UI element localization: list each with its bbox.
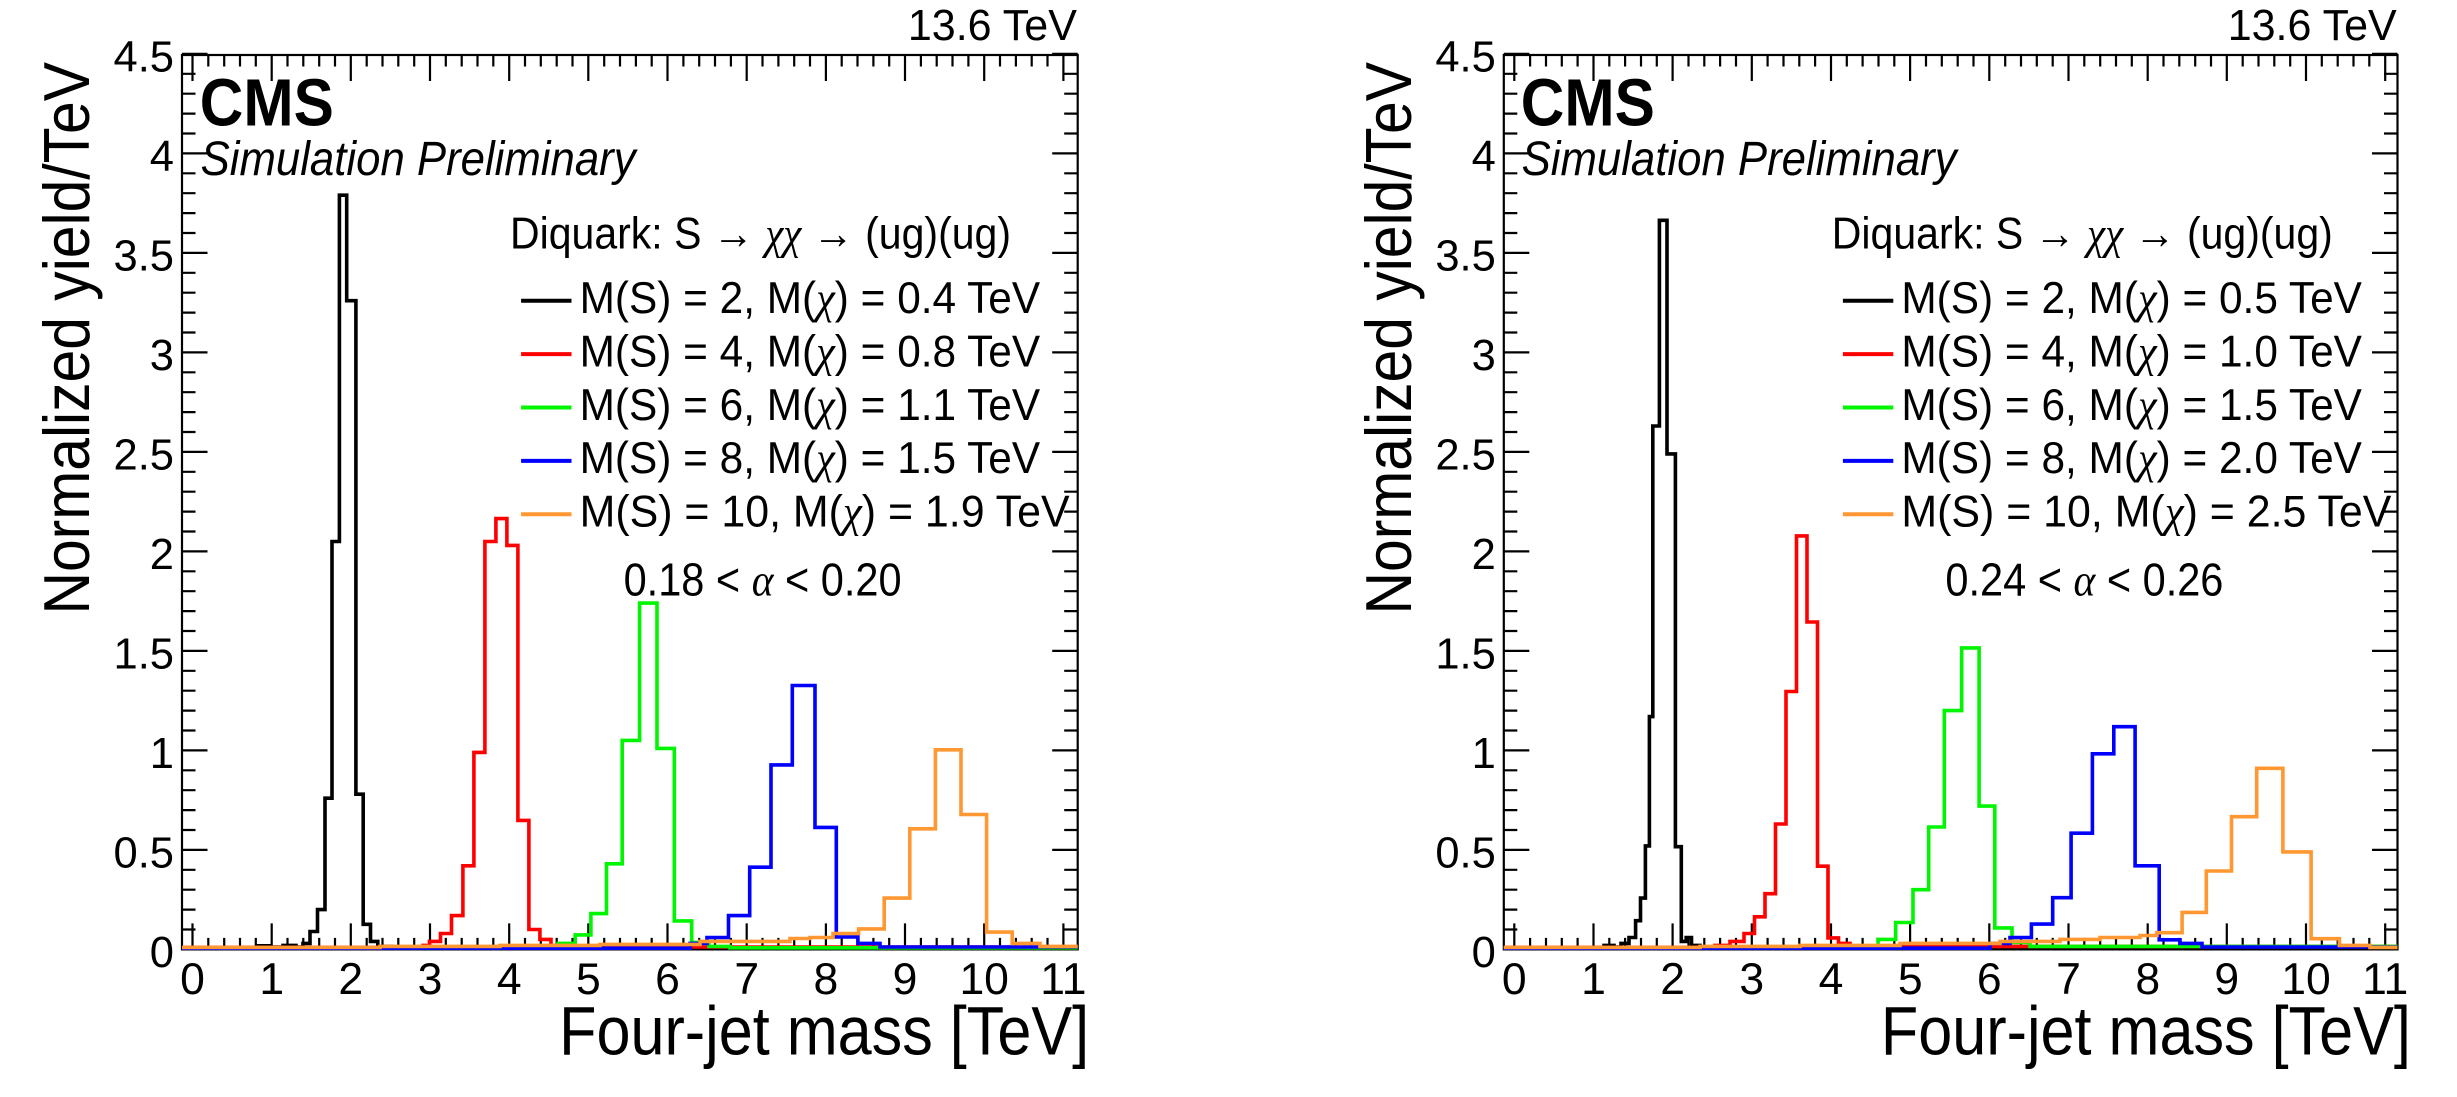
svg-text:Four-jet mass [TeV]: Four-jet mass [TeV] xyxy=(1881,993,2411,1069)
svg-text:Diquark: S → χχ → (ug)(ug): Diquark: S → χχ → (ug)(ug) xyxy=(510,208,1011,258)
svg-text:11: 11 xyxy=(2362,955,2408,1004)
svg-text:3.5: 3.5 xyxy=(114,232,174,280)
svg-text:10: 10 xyxy=(2281,955,2331,1004)
svg-text:13.6 TeV: 13.6 TeV xyxy=(2228,1,2398,50)
svg-text:9: 9 xyxy=(893,955,918,1004)
svg-text:1.5: 1.5 xyxy=(1435,630,1495,678)
svg-text:7: 7 xyxy=(2056,955,2081,1004)
svg-text:4: 4 xyxy=(1819,955,1844,1004)
svg-text:4: 4 xyxy=(150,133,174,181)
svg-text:8: 8 xyxy=(814,955,839,1004)
svg-text:0: 0 xyxy=(1502,955,1527,1004)
svg-text:Normalized yield/TeV: Normalized yield/TeV xyxy=(1353,62,1425,615)
svg-text:9: 9 xyxy=(2214,955,2239,1004)
svg-text:1.5: 1.5 xyxy=(114,630,174,678)
svg-text:3: 3 xyxy=(1472,332,1496,380)
svg-text:CMS: CMS xyxy=(1521,66,1655,140)
svg-text:0.24 < α < 0.26: 0.24 < α < 0.26 xyxy=(1945,554,2223,606)
svg-text:6: 6 xyxy=(655,955,680,1004)
svg-text:1: 1 xyxy=(1472,730,1496,778)
svg-text:0: 0 xyxy=(180,955,205,1004)
svg-text:M(S) = 6, M(χ) = 1.1 TeV: M(S) = 6, M(χ) = 1.1 TeV xyxy=(580,380,1041,430)
svg-text:2: 2 xyxy=(1660,955,1685,1004)
svg-text:3.5: 3.5 xyxy=(1435,232,1495,280)
svg-text:6: 6 xyxy=(1977,955,2002,1004)
svg-text:4.5: 4.5 xyxy=(1435,33,1495,81)
svg-text:M(S) = 8, M(χ) = 2.0 TeV: M(S) = 8, M(χ) = 2.0 TeV xyxy=(1901,433,2362,483)
svg-text:4: 4 xyxy=(497,955,522,1004)
svg-text:1: 1 xyxy=(1581,955,1606,1004)
svg-text:M(S) = 2, M(χ) = 0.4 TeV: M(S) = 2, M(χ) = 0.4 TeV xyxy=(580,273,1041,323)
svg-text:M(S) = 4, M(χ) = 1.0 TeV: M(S) = 4, M(χ) = 1.0 TeV xyxy=(1901,326,2362,376)
svg-text:M(S) = 6, M(χ) = 1.5 TeV: M(S) = 6, M(χ) = 1.5 TeV xyxy=(1901,380,2362,430)
svg-text:5: 5 xyxy=(576,955,601,1004)
svg-text:10: 10 xyxy=(959,955,1009,1004)
svg-text:7: 7 xyxy=(734,955,759,1004)
svg-text:4.5: 4.5 xyxy=(114,33,174,81)
svg-text:2: 2 xyxy=(150,531,174,579)
svg-text:4: 4 xyxy=(1472,133,1496,181)
svg-text:2.5: 2.5 xyxy=(114,431,174,479)
svg-text:1: 1 xyxy=(259,955,284,1004)
svg-text:Simulation Preliminary: Simulation Preliminary xyxy=(201,132,639,186)
svg-text:Simulation Preliminary: Simulation Preliminary xyxy=(1522,132,1960,186)
svg-text:2.5: 2.5 xyxy=(1435,431,1495,479)
svg-text:0.18 < α < 0.20: 0.18 < α < 0.20 xyxy=(624,554,902,606)
svg-text:2: 2 xyxy=(338,955,363,1004)
svg-text:0.5: 0.5 xyxy=(114,829,174,877)
svg-text:Normalized yield/TeV: Normalized yield/TeV xyxy=(31,62,103,615)
svg-text:2: 2 xyxy=(1472,531,1496,579)
svg-text:M(S) = 4, M(χ) = 0.8 TeV: M(S) = 4, M(χ) = 0.8 TeV xyxy=(580,326,1041,376)
svg-text:5: 5 xyxy=(1898,955,1923,1004)
svg-text:M(S) = 10, M(χ) = 2.5 TeV: M(S) = 10, M(χ) = 2.5 TeV xyxy=(1901,487,2391,537)
svg-text:1: 1 xyxy=(150,730,174,778)
svg-text:M(S) = 2, M(χ) = 0.5 TeV: M(S) = 2, M(χ) = 0.5 TeV xyxy=(1901,273,2362,323)
svg-text:8: 8 xyxy=(2135,955,2160,1004)
svg-text:11: 11 xyxy=(1040,955,1086,1004)
svg-text:CMS: CMS xyxy=(200,66,334,140)
svg-text:3: 3 xyxy=(150,332,174,380)
svg-text:M(S) = 10, M(χ) = 1.9 TeV: M(S) = 10, M(χ) = 1.9 TeV xyxy=(580,487,1070,537)
svg-text:0.5: 0.5 xyxy=(1435,829,1495,877)
svg-text:3: 3 xyxy=(418,955,443,1004)
svg-text:M(S) = 8, M(χ) = 1.5 TeV: M(S) = 8, M(χ) = 1.5 TeV xyxy=(580,433,1041,483)
svg-text:3: 3 xyxy=(1739,955,1764,1004)
svg-text:13.6 TeV: 13.6 TeV xyxy=(908,1,1078,50)
svg-text:0: 0 xyxy=(1472,929,1496,977)
svg-text:Four-jet mass [TeV]: Four-jet mass [TeV] xyxy=(559,993,1089,1069)
svg-text:Diquark: S → χχ → (ug)(ug): Diquark: S → χχ → (ug)(ug) xyxy=(1832,208,2333,258)
svg-text:0: 0 xyxy=(150,929,174,977)
